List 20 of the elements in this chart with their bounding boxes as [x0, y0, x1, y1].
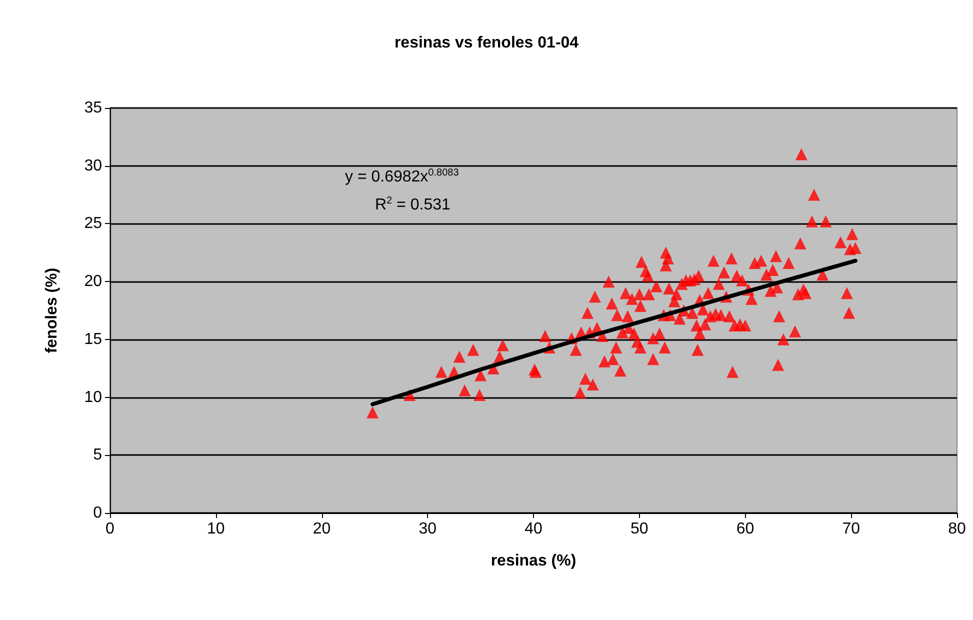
x-tick-label: 20 — [312, 520, 331, 538]
y-tick-label: 35 — [84, 100, 102, 116]
y-tick-label: 0 — [93, 504, 102, 522]
y-tick-label: 20 — [84, 273, 102, 290]
x-tick-label: 80 — [948, 520, 966, 538]
chart-title: resinas vs fenoles 01-04 — [394, 34, 579, 52]
x-tick-label: 40 — [524, 520, 542, 538]
y-tick-label: 15 — [84, 330, 102, 348]
x-tick-label: 70 — [842, 520, 860, 538]
y-tick-label: 10 — [84, 388, 102, 406]
y-tick-label: 30 — [84, 157, 102, 174]
x-tick-label: 60 — [736, 520, 754, 538]
x-tick-label: 10 — [206, 520, 225, 538]
x-tick-label: 0 — [106, 520, 115, 538]
x-tick-label: 30 — [418, 520, 437, 538]
x-axis-title: resinas (%) — [490, 552, 576, 570]
y-tick-label: 5 — [93, 446, 102, 464]
x-tick-label: 50 — [630, 520, 648, 538]
y-tick-label: 25 — [84, 215, 102, 232]
y-axis-title: fenoles (%) — [44, 268, 60, 354]
